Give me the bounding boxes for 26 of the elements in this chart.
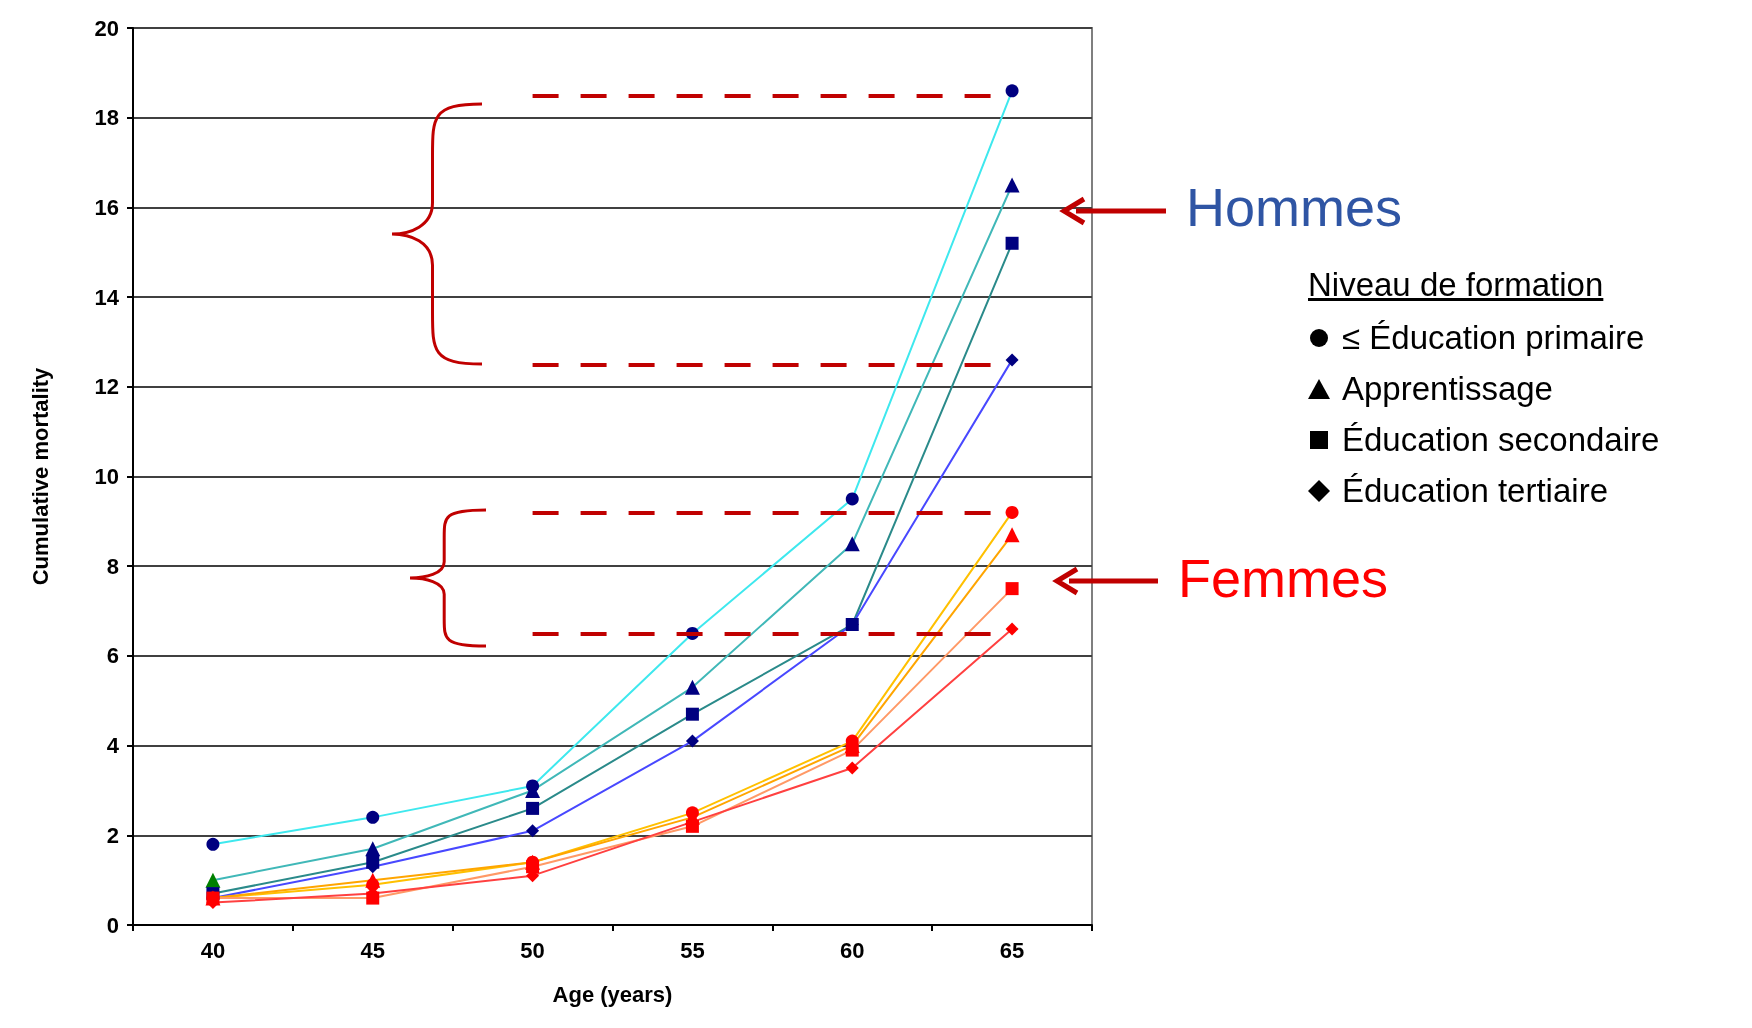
y-tick-label: 20 — [94, 15, 119, 41]
y-tick-label: 8 — [106, 553, 119, 579]
y-tick-label: 4 — [106, 733, 120, 759]
x-tick-label: 45 — [360, 937, 385, 963]
y-axis-title: Cumulative mortality — [27, 366, 53, 586]
x-axis-title: Age (years) — [552, 981, 673, 1007]
y-tick-label: 14 — [94, 284, 120, 310]
x-tick-label: 50 — [520, 937, 545, 963]
x-tick-label: 60 — [840, 937, 865, 963]
y-tick-label: 10 — [94, 464, 119, 489]
x-tick-label: 55 — [680, 937, 705, 963]
text: Apprentissage — [1342, 369, 1553, 408]
legend-title: Niveau de formation — [1308, 266, 1605, 304]
y-tick-label: 16 — [94, 194, 119, 220]
y-tick-label: 2 — [106, 822, 119, 848]
x-tick-label: 65 — [999, 937, 1025, 963]
text: Femmes — [1178, 548, 1389, 608]
x-tick-label: 40 — [200, 937, 226, 963]
text: Éducation tertiaire — [1342, 471, 1608, 510]
y-tick-label: 6 — [106, 643, 119, 669]
text: ≤ Éducation primaire — [1342, 318, 1645, 357]
text: Hommes — [1186, 177, 1403, 237]
y-tick-label: 12 — [94, 374, 119, 400]
y-tick-label: 18 — [94, 105, 119, 131]
text: Éducation secondaire — [1342, 420, 1660, 459]
y-tick-label: 0 — [106, 912, 119, 938]
